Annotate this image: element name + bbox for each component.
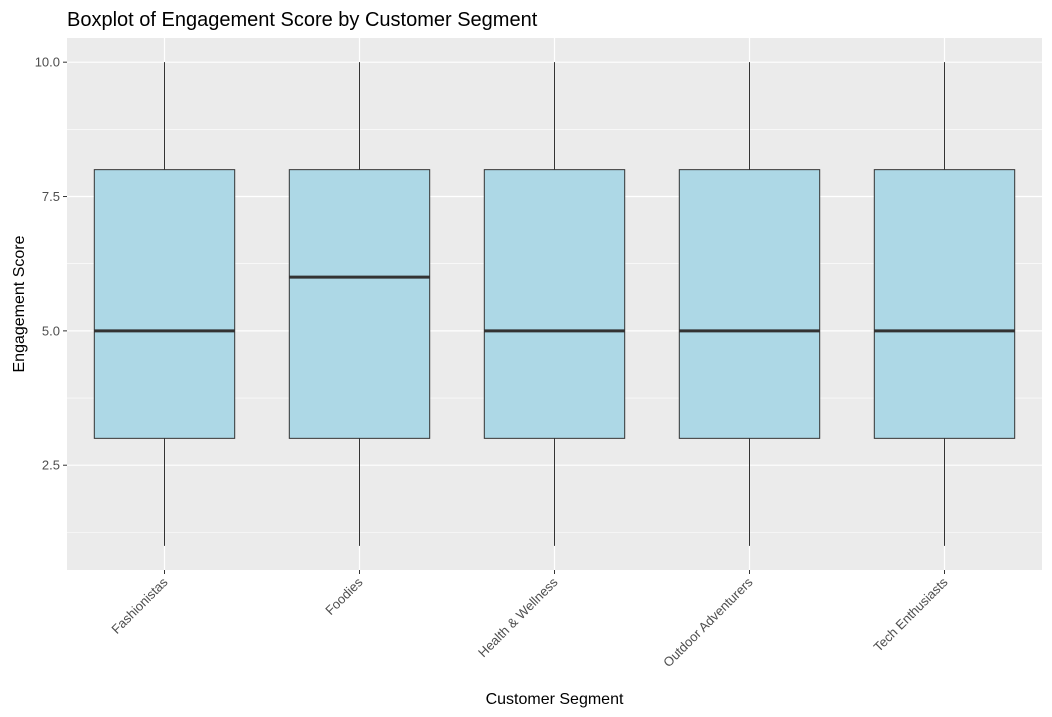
x-tick-label: Outdoor Adventurers — [660, 574, 756, 670]
box-1 — [288, 62, 431, 546]
x-tick-label: Foodies — [322, 574, 366, 618]
box-0 — [93, 62, 236, 546]
y-tick-label: 7.5 — [42, 189, 60, 204]
iqr-box — [873, 169, 1016, 439]
y-axis: 2.5 5.0 7.5 10.0 — [35, 55, 67, 473]
x-axis: Fashionistas Foodies Health & Wellness Outd… — [108, 570, 951, 670]
box-4 — [873, 62, 1016, 546]
iqr-box — [93, 169, 236, 439]
y-tick-label: 5.0 — [42, 323, 60, 338]
x-tick-label: Fashionistas — [108, 574, 171, 637]
iqr-box — [678, 169, 821, 439]
y-tick-label: 10.0 — [35, 55, 60, 70]
box-3 — [678, 62, 821, 546]
iqr-box — [288, 169, 431, 439]
x-axis-title: Customer Segment — [486, 691, 624, 708]
y-axis-title: Engagement Score — [11, 235, 28, 372]
y-tick-label: 2.5 — [42, 458, 60, 473]
boxes-layer — [93, 62, 1016, 546]
x-tick-label: Health & Wellness — [475, 574, 561, 660]
chart-title: Boxplot of Engagement Score by Customer … — [67, 9, 538, 31]
iqr-box — [483, 169, 626, 439]
x-tick-label: Tech Enthusiasts — [871, 574, 951, 654]
box-2 — [483, 62, 626, 546]
